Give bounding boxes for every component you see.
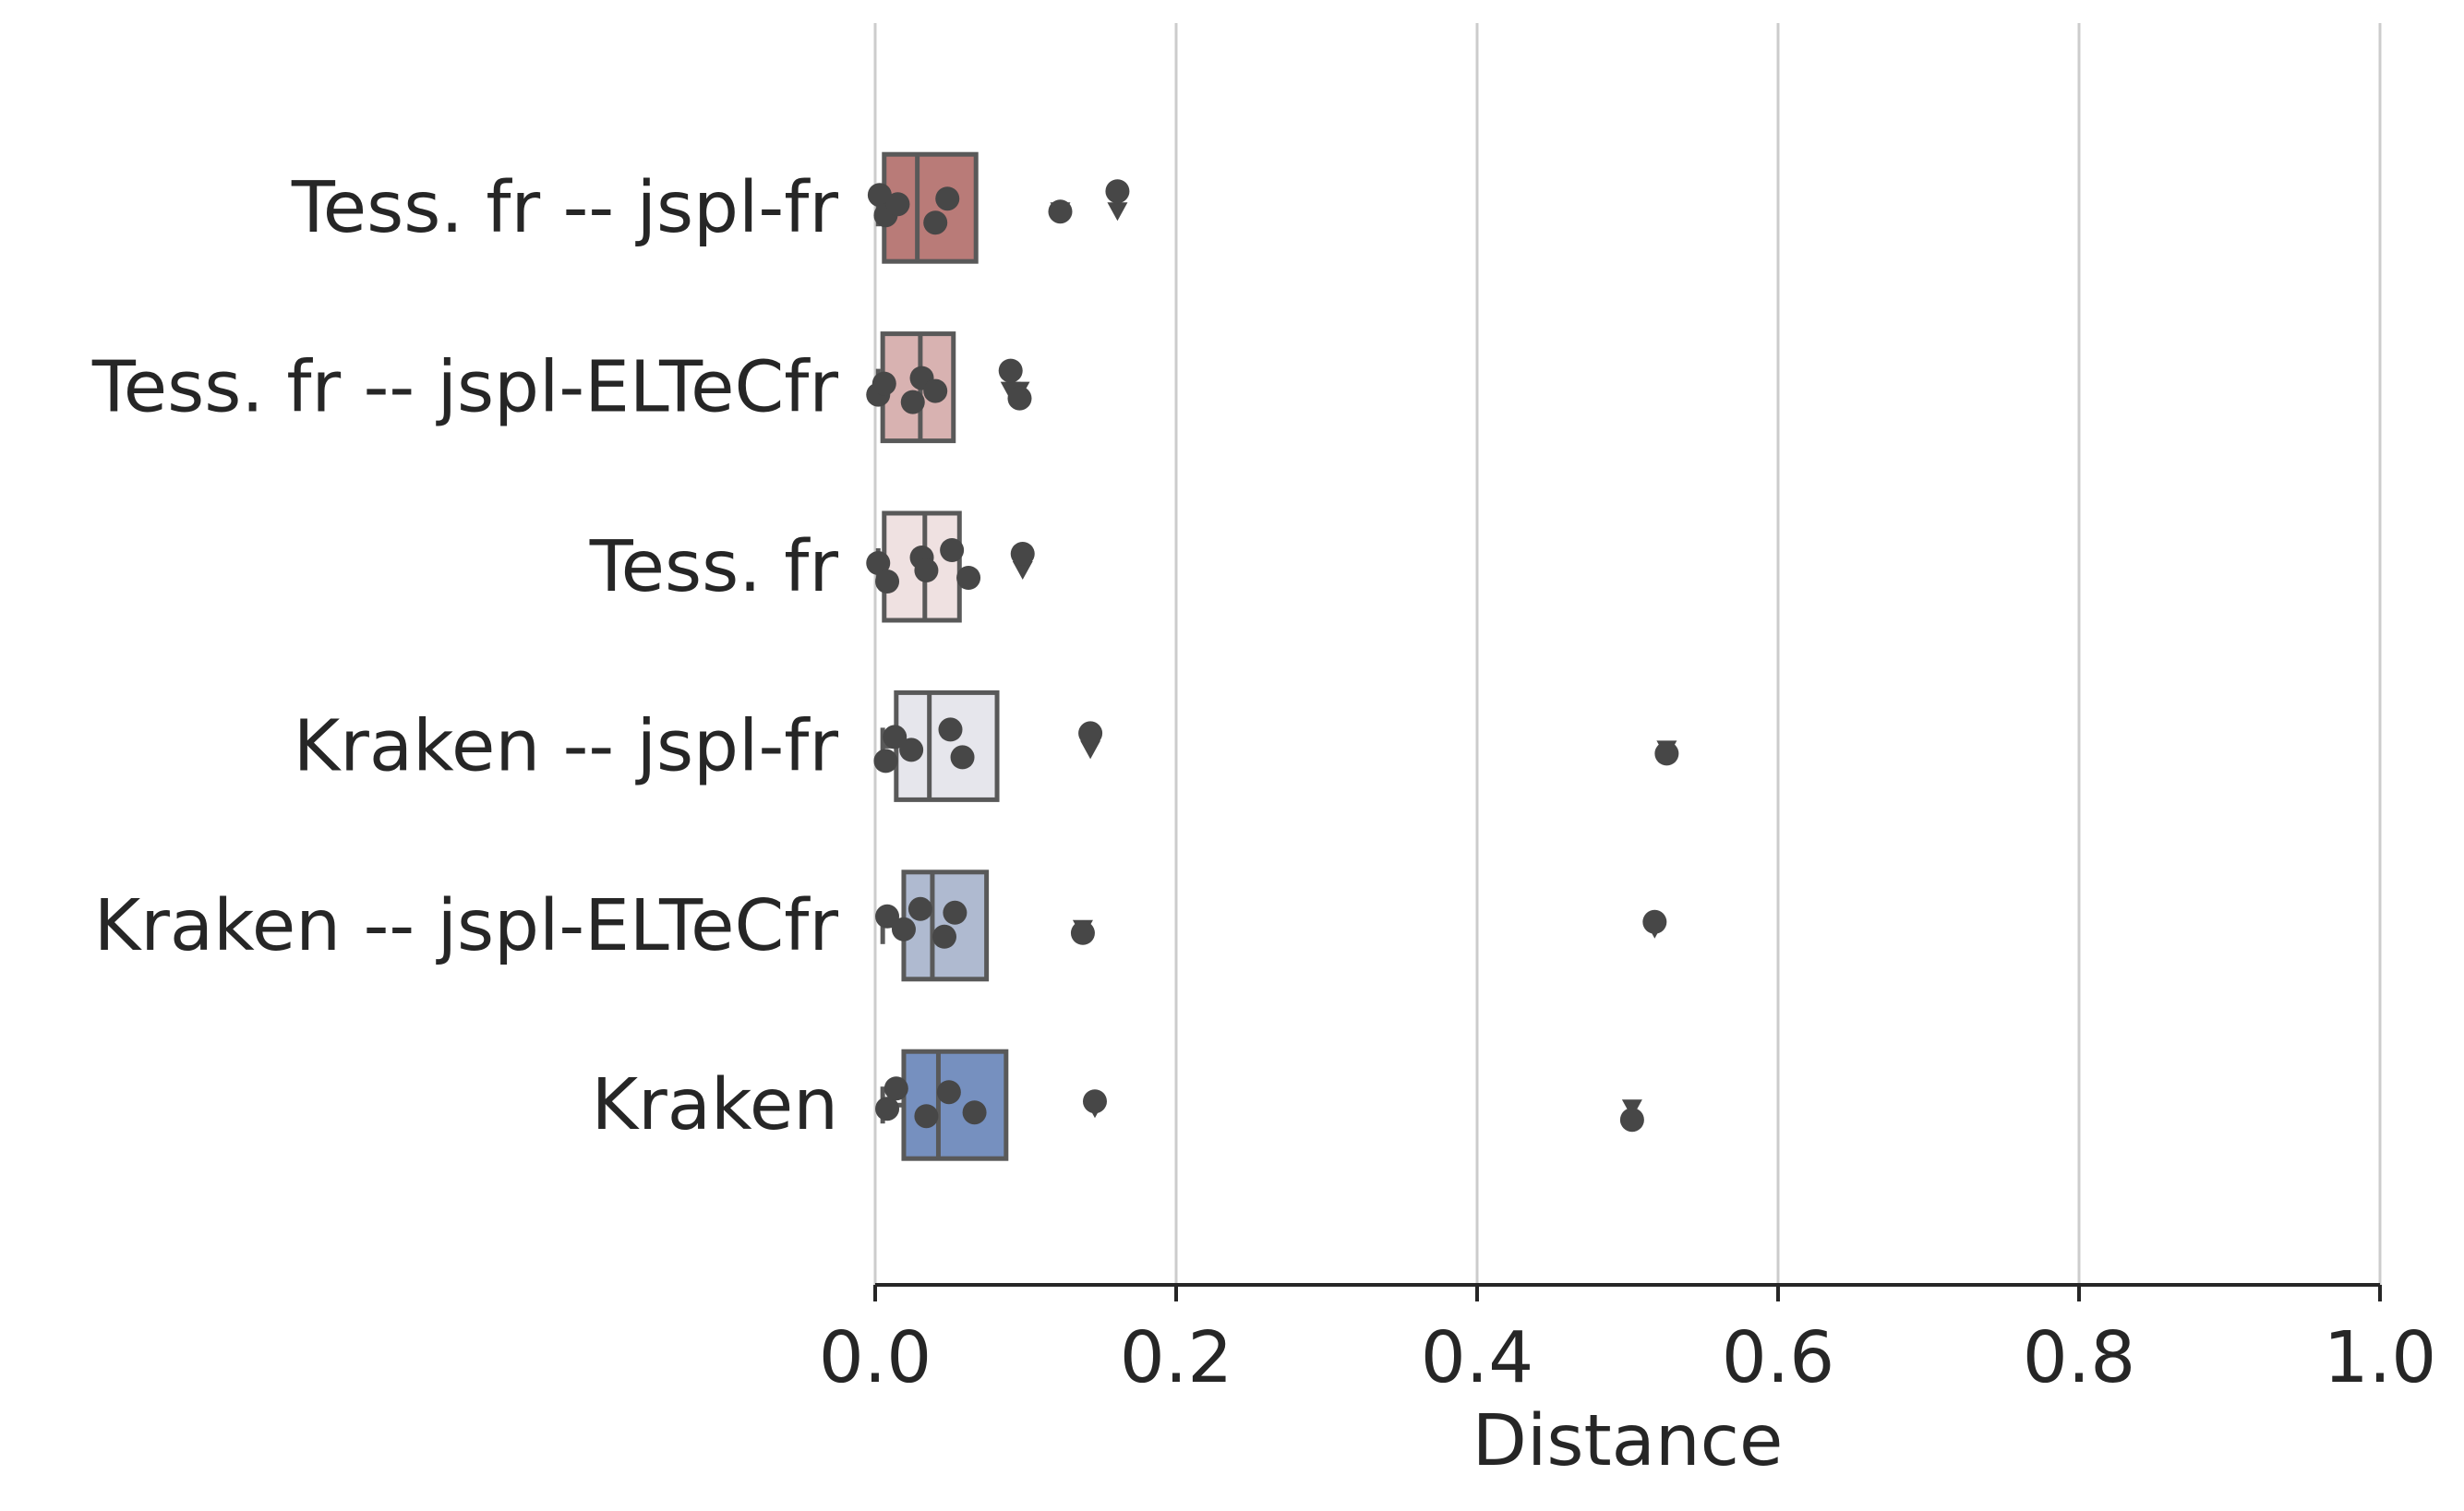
strip-point bbox=[873, 749, 898, 773]
strip-point bbox=[938, 717, 963, 742]
strip-point bbox=[891, 917, 916, 941]
category-label: Kraken bbox=[592, 1064, 838, 1146]
category-label: Tess. fr bbox=[589, 526, 839, 608]
strip-point bbox=[940, 538, 965, 562]
strip-point bbox=[998, 358, 1023, 383]
strip-point bbox=[1007, 386, 1032, 411]
strip-point bbox=[1048, 199, 1073, 224]
strip-point bbox=[875, 1097, 900, 1121]
category-label: Kraken -- jspl-fr bbox=[294, 705, 839, 787]
strip-point bbox=[1082, 1089, 1107, 1114]
strip-point bbox=[867, 183, 892, 208]
x-tick-label: 0.4 bbox=[1421, 1317, 1533, 1399]
strip-point bbox=[900, 390, 925, 414]
strip-point bbox=[866, 551, 891, 575]
strip-point bbox=[950, 745, 975, 770]
strip-point bbox=[885, 192, 910, 217]
strip-point bbox=[932, 924, 956, 949]
strip-point bbox=[1105, 179, 1130, 204]
x-axis-title: Distance bbox=[1472, 1400, 1784, 1482]
strip-point bbox=[936, 1080, 961, 1105]
x-tick-label: 0.6 bbox=[1722, 1317, 1834, 1399]
box bbox=[901, 1049, 1009, 1161]
category-label: Tess. fr -- jspl-fr bbox=[291, 167, 838, 249]
strip-point bbox=[883, 1076, 908, 1101]
x-tick-label: 0.0 bbox=[819, 1317, 932, 1399]
strip-point bbox=[914, 558, 939, 582]
strip-point bbox=[883, 725, 907, 750]
strip-point bbox=[1619, 1108, 1644, 1133]
category-label: Tess. fr -- jspl-ELTeCfr bbox=[91, 347, 839, 429]
category-label: Kraken -- jspl-ELTeCfr bbox=[94, 885, 839, 967]
strip-point bbox=[907, 896, 932, 921]
strip-point bbox=[871, 371, 896, 396]
strip-point bbox=[923, 378, 948, 403]
y-axis-labels: Tess. fr -- jspl-fr Tess. fr -- jspl-ELTe… bbox=[91, 167, 839, 1146]
strip-point bbox=[899, 738, 924, 762]
x-tick-label: 0.2 bbox=[1120, 1317, 1232, 1399]
strip-point bbox=[1654, 741, 1679, 766]
strip-point bbox=[962, 1100, 987, 1125]
strip-point bbox=[935, 186, 960, 211]
strip-point bbox=[1010, 542, 1035, 566]
strip-point bbox=[943, 900, 968, 925]
flier-marker bbox=[1012, 561, 1033, 580]
flier-marker bbox=[1080, 740, 1101, 760]
strip-point bbox=[923, 210, 948, 235]
strip-point bbox=[1070, 920, 1095, 945]
x-axis: 0.0 0.2 0.4 0.6 0.8 1.0 bbox=[819, 1283, 2436, 1399]
box-plot-series bbox=[875, 151, 1677, 1161]
x-tick-label: 0.8 bbox=[2023, 1317, 2135, 1399]
strip-point bbox=[875, 570, 900, 594]
strip-point bbox=[875, 904, 900, 929]
strip-points bbox=[866, 179, 1679, 1133]
strip-point bbox=[914, 1104, 939, 1129]
strip-point bbox=[956, 566, 981, 590]
strip-point bbox=[1642, 909, 1667, 934]
flier-marker bbox=[1107, 202, 1128, 222]
grid-lines bbox=[873, 23, 2382, 1285]
x-tick-label: 1.0 bbox=[2324, 1317, 2436, 1399]
strip-point bbox=[1078, 721, 1103, 746]
